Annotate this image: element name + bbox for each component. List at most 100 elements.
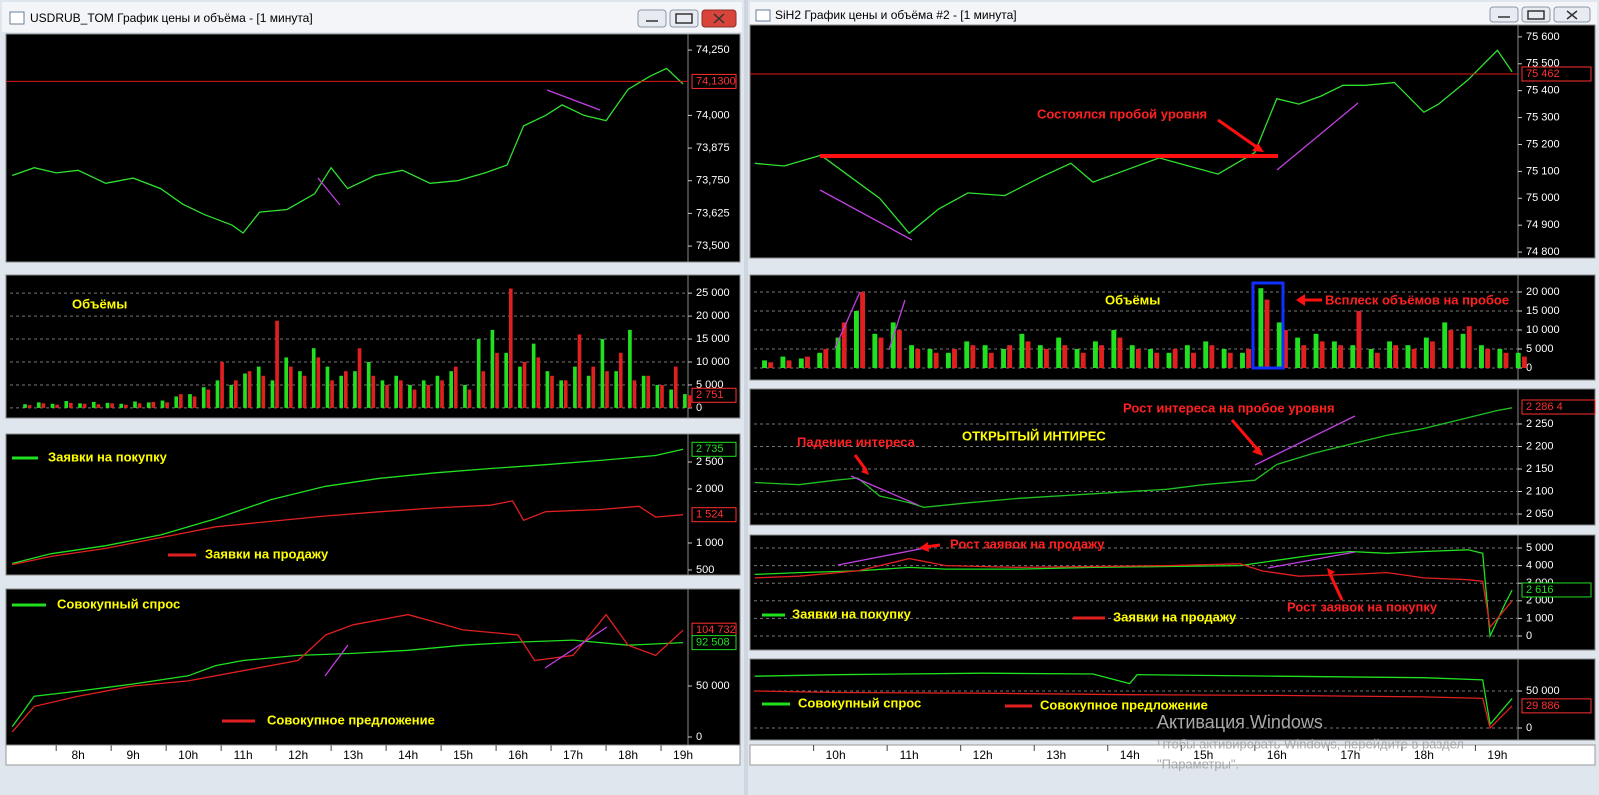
annotation: Заявки на покупку [48,449,168,464]
y-tick-label: 15 000 [1526,305,1560,317]
volume-bar [325,366,330,408]
y-tick-label: 2 000 [696,483,724,495]
annotation: Заявки на продажу [205,546,329,561]
title-bar [2,2,742,32]
volume-bar [1148,348,1154,368]
volume-bar [1338,345,1343,368]
x-tick-label: 13h [1046,748,1066,762]
y-tick-label: 1 000 [696,537,724,549]
volume-bar [330,380,334,408]
volume-bar [1350,345,1356,368]
volume-bar [256,366,261,408]
volume-bar [27,405,32,408]
volume-bar [1295,337,1301,368]
y-tick-label: 2 200 [1526,440,1554,452]
y-tick-label: 5 000 [1526,542,1554,554]
series-line [12,500,684,566]
volume-bar [545,371,550,408]
volume-bar [632,380,637,408]
volume-bar [288,366,293,408]
volume-bar [1356,310,1362,368]
volume-bar [1331,341,1337,368]
minimize-button[interactable] [1489,6,1519,23]
volume-bar [192,396,197,408]
plot-area [5,33,689,263]
volume-bar [786,360,792,368]
volume-bar [1460,333,1466,368]
maximize-button[interactable] [669,9,699,28]
y-tick-label: 75 300 [1526,111,1560,123]
watermark-text: Чтобы активировать Windows, перейдите в … [1157,736,1464,751]
y-tick-label: 0 [1526,722,1532,734]
volume-bar [275,320,279,408]
volume-bar [1019,333,1025,368]
y-tick-label: 0 [1526,630,1532,642]
current-value-box [691,441,737,457]
value-axis [687,433,741,576]
volume-bar [600,339,605,408]
volume-bar [1007,345,1013,368]
annotation: ОТКРЫТЫЙ ИНТИРЕС [962,428,1106,443]
volume-bar [243,373,247,408]
volume-bar [220,362,224,408]
current-value-box [691,387,737,403]
window-buttons[interactable] [637,6,1591,28]
y-tick-label: 10 000 [1526,324,1560,336]
volume-bar [768,362,774,368]
chart-panel: 2 500 2 000 1 000 500 2 735 1 524 Заявки на по… [5,433,741,576]
volume-bar [1387,341,1393,368]
volume-bar [1276,322,1282,368]
volume-bar [683,394,687,408]
y-tick-label: 500 [696,564,714,576]
volume-bar [1497,348,1503,368]
volume-bar [206,389,211,408]
y-tick-label: 4 000 [1526,560,1554,572]
volume-bar [41,403,46,408]
volume-bar [490,329,495,408]
volume-bar [823,348,829,368]
volume-bar [366,362,371,408]
y-tick-label: 75 000 [1526,192,1560,204]
volume-bar [311,348,316,408]
y-tick-label: 2 100 [1526,485,1554,497]
volume-bar [563,380,568,408]
y-tick-label: 74,250 [696,44,730,56]
volume-bar [1282,329,1288,368]
minimize-button[interactable] [637,9,667,28]
annotation: Состоялся пробой уровня [1037,106,1207,121]
annotation: Рост интереса на пробое уровня [1123,400,1335,415]
annotation: Совокупное предложение [1040,697,1208,712]
x-tick-label: 15h [1193,748,1213,762]
series-line [11,67,684,234]
volume-bar [1111,329,1117,368]
watermark-title: Активация Windows [1157,712,1323,732]
volume-bar [1001,348,1006,368]
y-tick-label: 0 [696,402,702,414]
window-title: SiH2 График цены и объёма #2 - [1 минута… [775,8,1017,22]
y-tick-label: 0 [696,731,702,743]
y-tick-label: 2 000 [1526,595,1554,607]
volume-bar [1264,299,1270,368]
annotation: Заявки на покупку [792,606,912,621]
annotations [317,89,1359,677]
volume-bar [605,371,609,408]
volume-bar [915,348,921,368]
current-value-label: 2 735 [696,443,724,455]
volume-bar [1056,337,1062,368]
y-tick-label: 75 600 [1526,31,1560,43]
current-value-box [1521,582,1592,598]
volume-bar [91,401,96,408]
volume-bar [284,357,289,408]
volume-bar [453,366,458,408]
volume-bar [1074,348,1080,368]
series-line [11,613,684,733]
x-tick-label: 14h [398,748,418,762]
current-value-label: 75 462 [1526,68,1560,80]
volume-bar [1099,345,1105,368]
volume-bar [463,384,467,408]
volume-bar [1442,322,1448,368]
volume-bar [78,403,82,408]
y-tick-label: 15 000 [696,333,730,345]
